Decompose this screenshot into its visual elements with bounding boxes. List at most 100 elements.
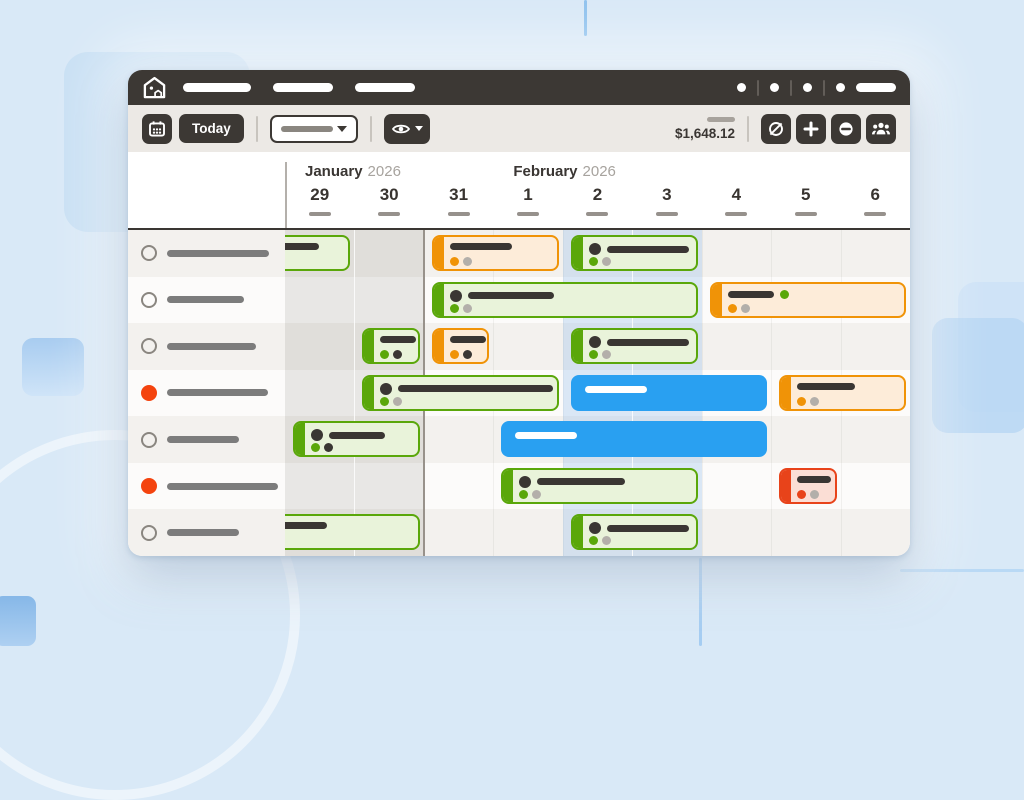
property-row[interactable] <box>128 462 285 510</box>
header-separator <box>285 162 287 228</box>
booking-event-bar[interactable] <box>362 374 559 411</box>
month-year: 2026 <box>367 163 401 180</box>
green-badge-dot <box>380 350 390 360</box>
property-status-dot <box>141 431 157 448</box>
event-title-placeholder <box>797 382 856 390</box>
event-title-row <box>380 382 554 395</box>
day-header[interactable]: 1 <box>493 185 562 216</box>
weekday-placeholder <box>447 212 470 216</box>
view-select[interactable] <box>269 114 358 143</box>
day-header[interactable]: 6 <box>841 185 910 216</box>
calendar-button[interactable] <box>142 113 172 144</box>
day-header[interactable]: 29 <box>285 185 354 216</box>
property-name-placeholder <box>167 342 256 350</box>
nav-item-placeholder[interactable] <box>273 83 333 92</box>
property-row[interactable] <box>128 323 285 370</box>
gray-badge-dot <box>601 350 611 360</box>
user-menu-placeholder[interactable] <box>856 83 896 92</box>
property-name-placeholder <box>167 249 269 257</box>
event-title-row <box>797 475 832 483</box>
booking-event-bar[interactable] <box>570 514 698 551</box>
event-accent-cap <box>572 516 583 549</box>
guest-avatar <box>588 522 601 535</box>
day-header[interactable]: 2 <box>563 185 632 216</box>
event-title-placeholder <box>467 292 554 300</box>
event-badge-row <box>519 489 542 499</box>
nav-placeholders <box>183 83 415 92</box>
decor-rect <box>22 338 84 396</box>
booking-event-bar[interactable] <box>285 514 420 551</box>
grid-column-line <box>562 230 564 556</box>
property-row[interactable] <box>128 369 285 417</box>
topbar-menu-dot[interactable] <box>803 83 812 92</box>
event-title-placeholder <box>449 336 486 344</box>
group-button[interactable] <box>866 113 896 144</box>
day-header[interactable]: 31 <box>424 185 493 216</box>
booking-event-bar[interactable] <box>501 421 768 458</box>
event-accent-cap <box>572 237 583 269</box>
calendar-board <box>128 230 910 556</box>
booking-event-bar[interactable] <box>570 374 768 411</box>
guest-avatar <box>519 475 532 488</box>
day-number: 2 <box>592 185 603 204</box>
nav-item-placeholder[interactable] <box>355 83 415 92</box>
event-title-placeholder <box>606 338 689 346</box>
select-value-placeholder <box>280 125 333 132</box>
guest-avatar <box>311 429 323 442</box>
property-status-dot <box>141 478 157 495</box>
booking-event-bar[interactable] <box>431 235 559 271</box>
booking-event-bar[interactable] <box>570 235 698 271</box>
event-badge-row <box>449 350 472 360</box>
booking-event-bar[interactable] <box>709 281 906 318</box>
booking-event-bar[interactable] <box>779 467 837 504</box>
property-status-dot <box>141 245 157 262</box>
booking-event-bar[interactable] <box>431 328 490 365</box>
booking-event-bar[interactable] <box>431 281 698 318</box>
property-status-dot <box>141 384 157 401</box>
weekday-placeholder <box>308 212 331 216</box>
booking-event-bar[interactable] <box>501 467 698 504</box>
house-logo-icon <box>143 76 166 99</box>
day-header[interactable]: 4 <box>702 185 771 216</box>
day-header[interactable]: 30 <box>354 185 423 216</box>
event-title-row <box>449 289 554 302</box>
property-row[interactable] <box>128 416 285 463</box>
property-row[interactable] <box>128 509 285 556</box>
topbar-menu-dot[interactable] <box>737 83 746 92</box>
toolbar-divider <box>747 115 749 142</box>
event-badge-row <box>588 257 611 266</box>
event-title-placeholder <box>515 432 578 440</box>
event-badge-row <box>588 350 611 360</box>
event-title-placeholder <box>285 243 320 250</box>
dark-badge-dot <box>324 443 333 453</box>
green-badge-dot <box>588 536 598 546</box>
event-accent-cap <box>364 376 375 409</box>
booking-event-bar[interactable] <box>285 235 351 271</box>
property-row[interactable] <box>128 276 285 324</box>
day-number: 5 <box>801 185 811 204</box>
event-title-placeholder <box>285 522 328 530</box>
booking-event-bar[interactable] <box>362 328 420 365</box>
zoom-out-button[interactable] <box>831 113 861 144</box>
event-title-placeholder <box>797 475 832 483</box>
today-button[interactable]: Today <box>179 114 244 143</box>
orange-badge-dot <box>449 350 459 360</box>
topbar-divider <box>823 79 825 96</box>
event-badge-row <box>449 303 472 313</box>
day-header[interactable]: 3 <box>632 185 701 216</box>
booking-event-bar[interactable] <box>779 374 906 411</box>
price-slash-button[interactable] <box>761 113 791 144</box>
booking-event-bar[interactable] <box>293 421 420 458</box>
booking-event-bar[interactable] <box>570 328 698 365</box>
topbar-menu-dot[interactable] <box>770 83 779 92</box>
property-row[interactable] <box>128 230 285 277</box>
nav-item-placeholder[interactable] <box>183 83 251 92</box>
guest-avatar <box>380 382 393 395</box>
day-header[interactable]: 5 <box>771 185 840 216</box>
event-accent-cap <box>572 330 583 363</box>
topbar-menu-dot[interactable] <box>836 83 845 92</box>
zoom-in-button[interactable] <box>796 113 826 144</box>
visibility-menu-button[interactable] <box>383 113 430 144</box>
gray-badge-dot <box>810 396 820 406</box>
balance-amount: $1,648.12 <box>674 125 735 141</box>
